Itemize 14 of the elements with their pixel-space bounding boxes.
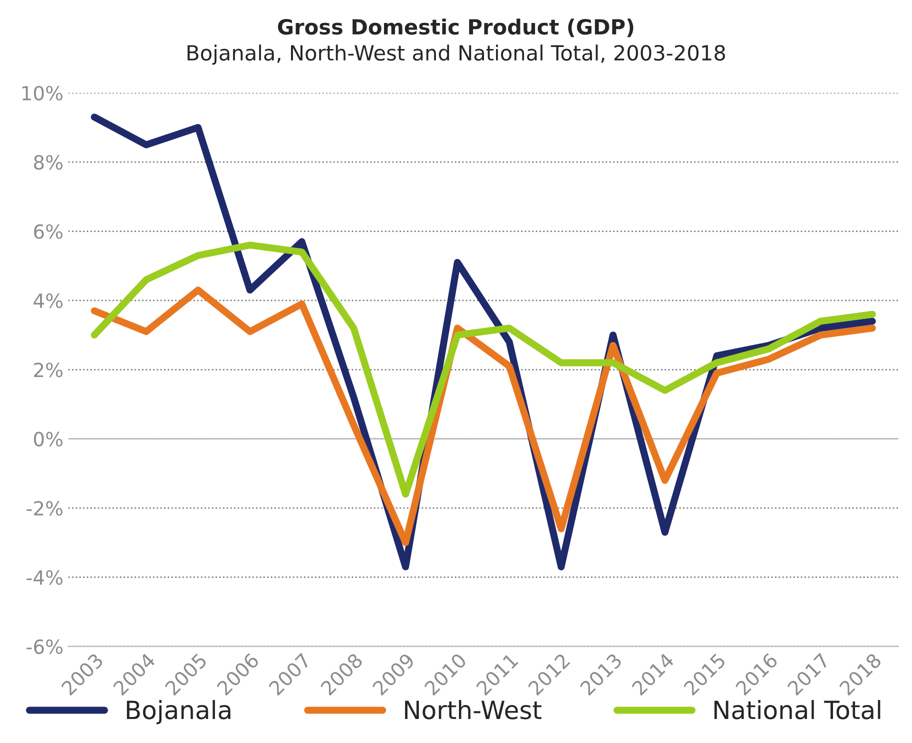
legend-label: Bojanala: [126, 700, 230, 724]
y-tick-label: -4%: [26, 570, 62, 585]
legend-label: National Total: [714, 700, 880, 720]
y-tick-label: -2%: [26, 500, 62, 516]
y-tick-label: 8%: [34, 155, 62, 170]
y-tick-label: 6%: [34, 224, 62, 239]
y-tick-label: 4%: [34, 293, 62, 308]
y-tick-label: 0%: [34, 432, 62, 446]
y-tick-label: 2%: [34, 362, 62, 378]
legend-label: North-West: [405, 700, 542, 720]
chart-subtitle: Bojanala, North-West and National Total, 2003-2018: [188, 44, 726, 65]
y-tick-label: -6%: [26, 639, 62, 654]
chart-title: Gross Domestic Product (GDP): [278, 18, 634, 38]
y-tick-label: 10%: [22, 86, 62, 101]
